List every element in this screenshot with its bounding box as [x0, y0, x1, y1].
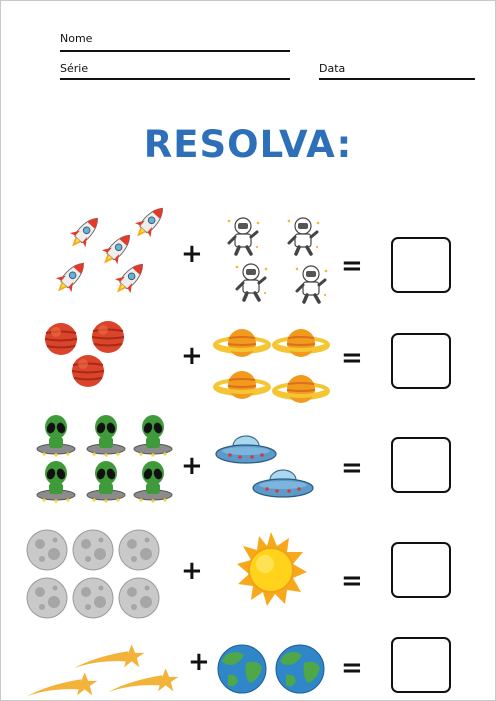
plus-sign: +	[181, 556, 203, 586]
exercise-3: + =	[1, 411, 495, 511]
answer-box-4[interactable]	[391, 542, 451, 598]
plus-sign: +	[181, 239, 203, 269]
plus-sign: +	[181, 341, 203, 371]
plus-sign: +	[181, 451, 203, 481]
earth-icon	[217, 644, 325, 694]
equals-sign: =	[341, 566, 363, 596]
rocket-icon	[49, 200, 171, 300]
equals-sign: =	[341, 343, 363, 373]
exercise-1: + =	[1, 200, 495, 304]
grade-field[interactable]	[60, 78, 290, 80]
sun-icon	[236, 531, 308, 607]
exercise-4: + =	[1, 526, 495, 626]
name-field[interactable]	[60, 50, 290, 52]
ringed-planet-icon	[213, 327, 330, 405]
shooting-star-icon	[26, 644, 179, 697]
grade-label: Série	[60, 62, 89, 75]
moon-icon	[26, 529, 160, 619]
plus-sign: +	[188, 647, 210, 677]
answer-box-2[interactable]	[391, 333, 451, 389]
name-label: Nome	[60, 32, 93, 45]
answer-box-3[interactable]	[391, 437, 451, 493]
worksheet-title: RESOLVA:	[143, 123, 353, 166]
equals-sign: =	[341, 251, 363, 281]
equals-sign: =	[341, 653, 363, 683]
exercise-2: + =	[1, 311, 495, 411]
answer-box-1[interactable]	[391, 237, 451, 293]
exercise-5: + =	[1, 631, 495, 700]
red-planet-icon	[44, 320, 125, 388]
equals-sign: =	[341, 453, 363, 483]
date-label: Data	[319, 62, 346, 75]
astronaut-icon	[225, 216, 330, 304]
date-field[interactable]	[319, 78, 475, 80]
alien-icon	[36, 414, 173, 504]
ufo-icon	[215, 435, 314, 498]
answer-box-5[interactable]	[391, 637, 451, 693]
